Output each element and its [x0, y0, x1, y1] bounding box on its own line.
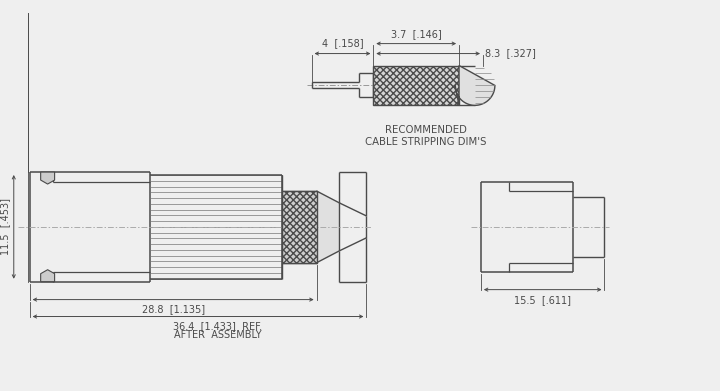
Polygon shape	[40, 270, 55, 282]
Text: 36.4  [1.433]  REF.: 36.4 [1.433] REF.	[174, 321, 263, 332]
Text: RECOMMENDED
CABLE STRIPPING DIM'S: RECOMMENDED CABLE STRIPPING DIM'S	[366, 125, 487, 147]
Polygon shape	[40, 172, 55, 184]
Text: 8.3  [.327]: 8.3 [.327]	[485, 48, 536, 59]
Text: 11.5  [.453]: 11.5 [.453]	[0, 198, 10, 255]
Text: 3.7  [.146]: 3.7 [.146]	[391, 29, 441, 39]
Text: AFTER  ASSEMBLY: AFTER ASSEMBLY	[174, 330, 262, 341]
Text: 28.8  [1.135]: 28.8 [1.135]	[142, 305, 204, 315]
Text: 15.5  [.611]: 15.5 [.611]	[514, 294, 571, 305]
Text: 4  [.158]: 4 [.158]	[322, 39, 364, 48]
Polygon shape	[374, 66, 459, 105]
Polygon shape	[282, 191, 317, 263]
Polygon shape	[317, 191, 340, 263]
Polygon shape	[455, 66, 495, 105]
